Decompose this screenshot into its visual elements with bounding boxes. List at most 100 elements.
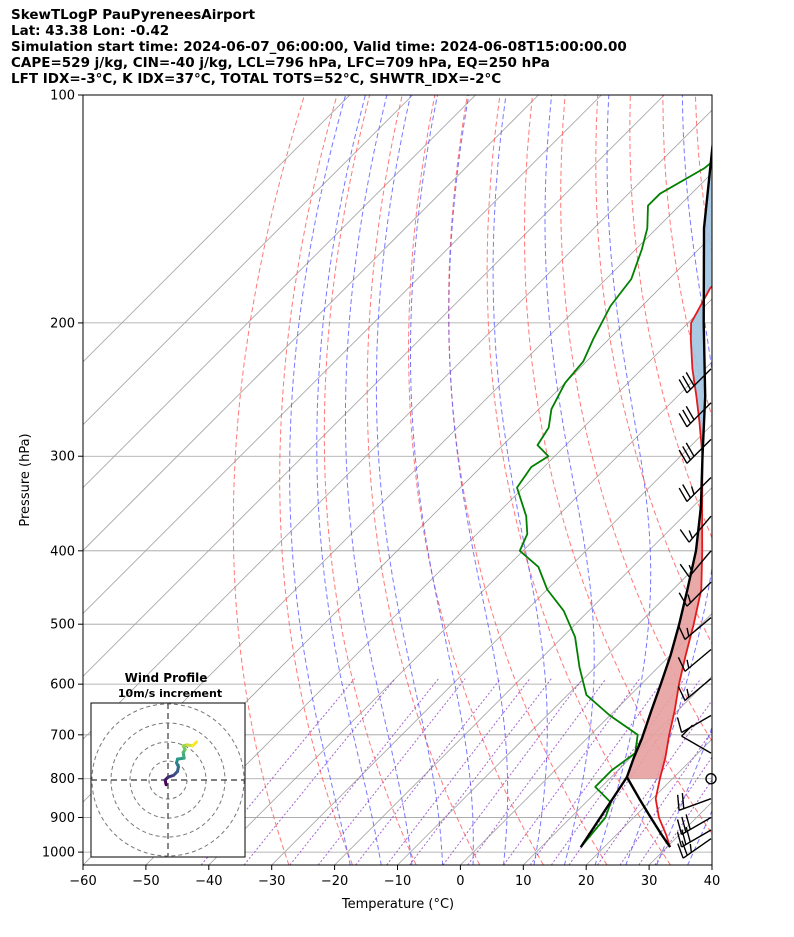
location-coordinates: Lat: 43.38 Lon: -0.42 xyxy=(11,23,170,39)
hodograph-subtitle: 10m/s increment xyxy=(118,687,222,700)
dry-adiabat xyxy=(448,95,608,865)
x-tick-label: 20 xyxy=(578,874,595,889)
mixing-ratio-line xyxy=(355,678,501,865)
dry-adiabat xyxy=(486,95,672,865)
moist-adiabat xyxy=(718,82,794,866)
simulation-times: Simulation start time: 2024-06-07_06:00:… xyxy=(11,39,627,55)
barb-feather xyxy=(685,442,695,457)
isotherm-line xyxy=(145,298,712,865)
wind-barb xyxy=(677,617,712,640)
wind-barbs xyxy=(676,368,717,859)
isotherm-line xyxy=(397,549,712,865)
moist-adiabat xyxy=(492,95,548,865)
parcel-profile xyxy=(625,139,712,848)
barb-feather xyxy=(681,793,685,809)
isotherm-line xyxy=(83,95,539,552)
x-tick-label: −30 xyxy=(258,874,285,889)
x-tick-label: −40 xyxy=(195,874,222,889)
barb-feather xyxy=(678,592,688,607)
moist-adiabat xyxy=(448,95,509,865)
wind-barb xyxy=(678,438,712,464)
dry-adiabat xyxy=(595,95,712,645)
wind-barb xyxy=(676,714,712,734)
barb-feather xyxy=(686,688,690,698)
y-tick-label: 500 xyxy=(50,618,75,633)
isotherm-line xyxy=(648,801,712,865)
mixing-ratio-line xyxy=(529,678,666,865)
barb-feather xyxy=(682,409,692,424)
isotherm-line xyxy=(585,738,712,865)
dry-adiabat xyxy=(366,95,481,865)
wind-barb xyxy=(676,793,712,811)
dry-adiabat xyxy=(761,95,794,865)
barb-feather xyxy=(681,816,687,833)
barb-feather xyxy=(679,529,690,543)
chart-title: SkewTLogP PauPyreneesAirport xyxy=(11,7,256,23)
x-tick-label: 10 xyxy=(515,874,532,889)
barb-feather xyxy=(686,627,690,637)
barb-feather xyxy=(682,446,692,461)
mixing-ratio-line xyxy=(503,678,641,865)
isotherm-line xyxy=(334,487,712,865)
x-tick-label: 0 xyxy=(456,874,464,889)
barb-feather xyxy=(689,843,693,853)
y-tick-label: 1000 xyxy=(42,846,75,861)
barb-feather xyxy=(686,659,690,669)
hodograph-inset: Wind Profile 10m/s increment xyxy=(90,671,246,858)
mixing-ratio-line xyxy=(596,699,712,865)
mixing-ratio-line xyxy=(317,678,466,865)
y-tick-label: 900 xyxy=(50,811,75,826)
hodograph-segment xyxy=(191,740,198,748)
wind-barb xyxy=(678,581,712,607)
isotherm-line xyxy=(83,109,712,740)
barb-feather xyxy=(679,563,690,578)
barb-feather xyxy=(678,379,688,394)
barb-feather xyxy=(678,487,688,502)
moist-adiabat xyxy=(345,95,413,865)
dry-adiabat xyxy=(323,95,417,865)
stability-indices-1: CAPE=529 j/kg, CIN=-40 j/kg, LCL=796 hPa… xyxy=(11,55,550,71)
x-axis-label: Temperature (°C) xyxy=(341,897,454,912)
barb-feather xyxy=(685,372,695,387)
dry-adiabat xyxy=(408,95,544,865)
dry-adiabat xyxy=(232,95,305,865)
cin-region xyxy=(690,150,712,457)
dry-adiabat xyxy=(279,95,353,865)
parcel-dewpoint-line xyxy=(579,776,628,848)
mixing-ratio-line xyxy=(619,730,712,865)
wind-barb xyxy=(678,368,712,394)
x-tick-label: 40 xyxy=(704,874,721,889)
barb-feather xyxy=(681,829,687,845)
barb-feather xyxy=(676,831,683,848)
mixing-ratio-line xyxy=(386,678,531,865)
barb-feather xyxy=(676,794,680,811)
wind-barb xyxy=(676,826,712,848)
moist-adiabat xyxy=(750,82,794,866)
barb-feather xyxy=(676,819,683,835)
y-tick-label: 800 xyxy=(50,772,75,787)
dry-adiabat xyxy=(629,95,712,539)
barb-feather xyxy=(688,530,694,539)
y-axis-label: Pressure (hPa) xyxy=(18,433,33,526)
mixing-ratio-line xyxy=(409,678,552,865)
barb-staff xyxy=(681,735,712,754)
wind-barb xyxy=(677,838,712,859)
isotherm-line xyxy=(83,95,351,363)
wind-barb xyxy=(676,814,712,836)
barb-feather xyxy=(688,564,694,574)
barb-feather xyxy=(678,449,688,464)
barb-feather xyxy=(682,375,692,390)
mixing-ratio-line xyxy=(638,756,712,865)
mixing-ratio-line xyxy=(568,678,702,865)
wind-barb xyxy=(705,773,717,785)
dry-adiabat xyxy=(662,95,712,418)
x-tick-label: −20 xyxy=(321,874,348,889)
moist-adiabat xyxy=(544,95,595,865)
barb-feather xyxy=(685,826,691,843)
barb-feather xyxy=(677,843,684,859)
wind-barb xyxy=(679,550,712,578)
y-tick-label: 600 xyxy=(50,678,75,693)
wind-barb xyxy=(678,476,712,502)
wind-barb xyxy=(677,648,712,672)
